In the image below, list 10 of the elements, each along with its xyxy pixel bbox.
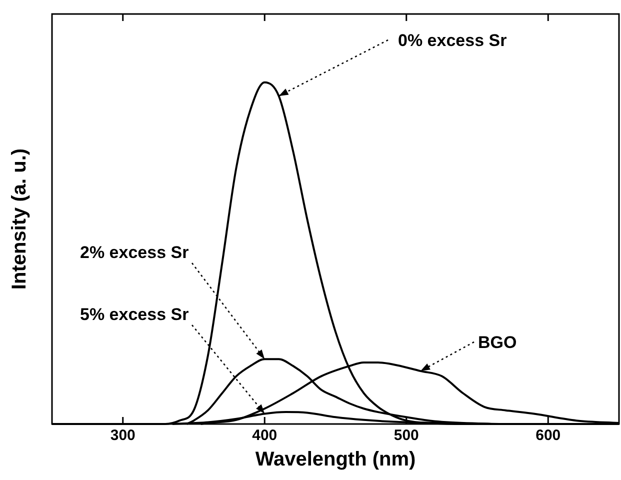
annotation: 2% excess Sr: [80, 243, 190, 262]
annotation: 5% excess Sr: [80, 305, 190, 324]
annotation: BGO: [478, 333, 517, 352]
x-tick-label: 500: [394, 427, 419, 444]
annotation: 0% excess Sr: [398, 31, 508, 50]
x-tick-label: 300: [110, 427, 136, 444]
y-axis-title: Intensity (a. u.): [8, 148, 31, 290]
x-tick-label: 600: [536, 427, 561, 444]
x-tick-label: 400: [252, 427, 278, 444]
x-axis-title: Wavelength (nm): [255, 448, 416, 471]
